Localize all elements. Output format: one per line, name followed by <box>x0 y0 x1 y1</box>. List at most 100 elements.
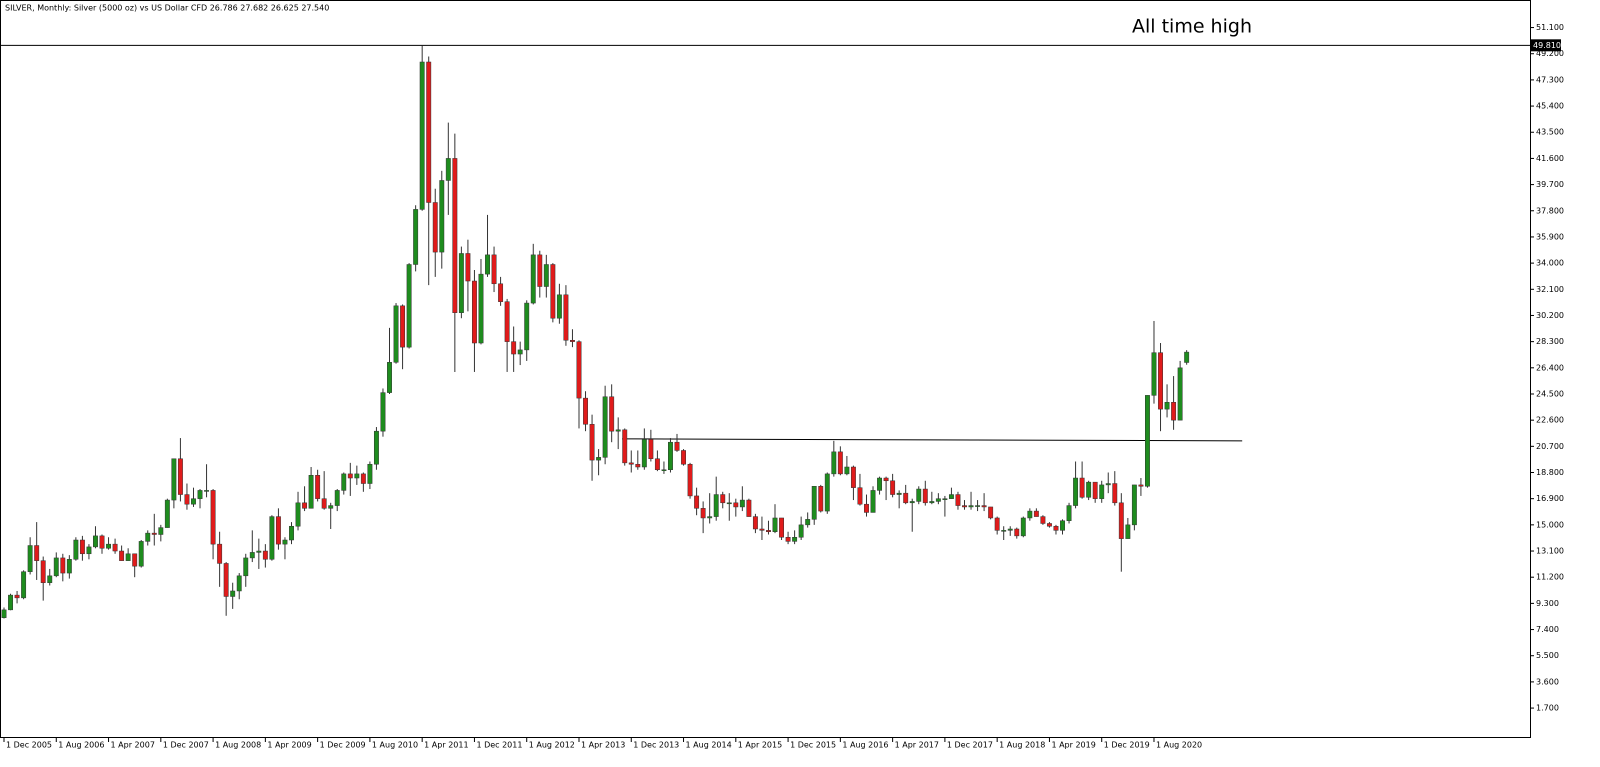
candle-body <box>628 462 634 465</box>
candle-body <box>929 501 935 504</box>
candle-body <box>73 539 79 560</box>
candle-body <box>1033 510 1039 517</box>
candle-body <box>864 503 869 513</box>
candle-body <box>857 487 863 505</box>
candle-body <box>393 305 399 363</box>
candle-body <box>504 301 510 342</box>
candle-body <box>877 477 883 491</box>
candle-body <box>1046 523 1052 527</box>
candle-body <box>556 294 562 319</box>
x-tick-label: 1 Apr 2009 <box>267 741 311 750</box>
trendline <box>622 438 1243 442</box>
candle-body <box>1145 395 1150 487</box>
candle-body <box>14 594 20 599</box>
y-tick-label: 35.900 <box>1536 232 1564 241</box>
candle-body <box>766 530 771 532</box>
candle-body <box>1027 510 1033 519</box>
candle-body <box>498 283 504 302</box>
candle-body <box>537 254 543 287</box>
y-tick-label: 41.600 <box>1536 154 1564 163</box>
candle-body <box>275 516 281 545</box>
y-tick-label: 26.400 <box>1536 363 1564 372</box>
y-tick-label: 34.000 <box>1536 259 1564 268</box>
candle-body <box>681 450 686 465</box>
x-tick-label: 1 Apr 2013 <box>581 741 625 750</box>
candle-body <box>1001 530 1007 532</box>
candle-body <box>439 180 445 253</box>
candle-body <box>661 469 667 472</box>
candle-body <box>1066 505 1072 521</box>
candle-body <box>230 590 236 597</box>
candle-body <box>321 498 327 509</box>
candle-body <box>367 463 373 484</box>
candle-body <box>1184 351 1190 363</box>
candle-body <box>517 349 523 355</box>
candle-body <box>217 543 223 564</box>
candle-body <box>53 557 59 577</box>
candle-body <box>922 488 928 504</box>
x-tick-label: 1 Aug 2006 <box>58 741 104 750</box>
y-tick-label: 32.100 <box>1536 285 1564 294</box>
candle-body <box>204 490 210 492</box>
candle-body <box>746 499 752 517</box>
candle-body <box>47 575 53 583</box>
candle-body <box>328 505 334 509</box>
y-tick-label: 47.300 <box>1536 75 1564 84</box>
candle-body <box>40 560 46 583</box>
candle-body <box>968 505 974 508</box>
x-tick-label: 1 Aug 2010 <box>372 741 418 750</box>
candle-body <box>837 451 843 475</box>
candle-body <box>471 280 477 344</box>
candle-body <box>779 517 784 538</box>
candle-body <box>197 490 203 499</box>
y-tick-label: 37.800 <box>1536 206 1564 215</box>
y-tick-label: 49.200 <box>1536 49 1564 58</box>
candle-body <box>125 553 131 561</box>
candle-body <box>726 502 732 505</box>
x-tick-label: 1 Aug 2016 <box>842 741 888 750</box>
y-tick-label: 9.300 <box>1536 599 1559 608</box>
candle-body <box>27 545 33 572</box>
candle-body <box>883 477 889 482</box>
candle-body <box>426 61 432 203</box>
candle-body <box>302 502 308 509</box>
candle-body <box>896 492 902 495</box>
candle-body <box>1158 352 1163 410</box>
y-tick-label: 22.600 <box>1536 416 1564 425</box>
candle-body <box>60 557 66 574</box>
candle-body <box>8 594 13 611</box>
candle-body <box>145 532 151 542</box>
candle-body <box>106 543 111 549</box>
candle-body <box>739 499 745 508</box>
y-tick-label: 5.500 <box>1536 651 1559 660</box>
candle-body <box>811 486 817 520</box>
y-tick-label: 18.800 <box>1536 468 1564 477</box>
candle-body <box>341 473 347 491</box>
candle-body <box>713 494 719 517</box>
candle-body <box>1171 402 1177 421</box>
candle-body <box>256 550 262 553</box>
plot-frame <box>0 0 1531 738</box>
y-tick-label: 24.500 <box>1536 389 1564 398</box>
candle-body <box>1053 525 1059 531</box>
candle-body <box>236 575 242 592</box>
candle-body <box>1177 367 1183 421</box>
candle-body <box>511 341 517 355</box>
candle-body <box>831 451 837 475</box>
candle-body <box>759 528 765 531</box>
candle-body <box>687 463 693 497</box>
candle-body <box>530 254 536 304</box>
candle-body <box>1079 477 1085 498</box>
candle-body <box>1105 483 1111 486</box>
candle-body <box>583 397 588 425</box>
candle-body <box>249 552 255 559</box>
hline-label-box <box>1531 39 1561 52</box>
candle-body <box>112 543 118 552</box>
candle-body <box>570 340 575 342</box>
candle-body <box>184 494 190 505</box>
x-tick-label: 1 Dec 2005 <box>6 741 52 750</box>
candle-body <box>347 473 353 479</box>
candle-body <box>1086 481 1092 498</box>
